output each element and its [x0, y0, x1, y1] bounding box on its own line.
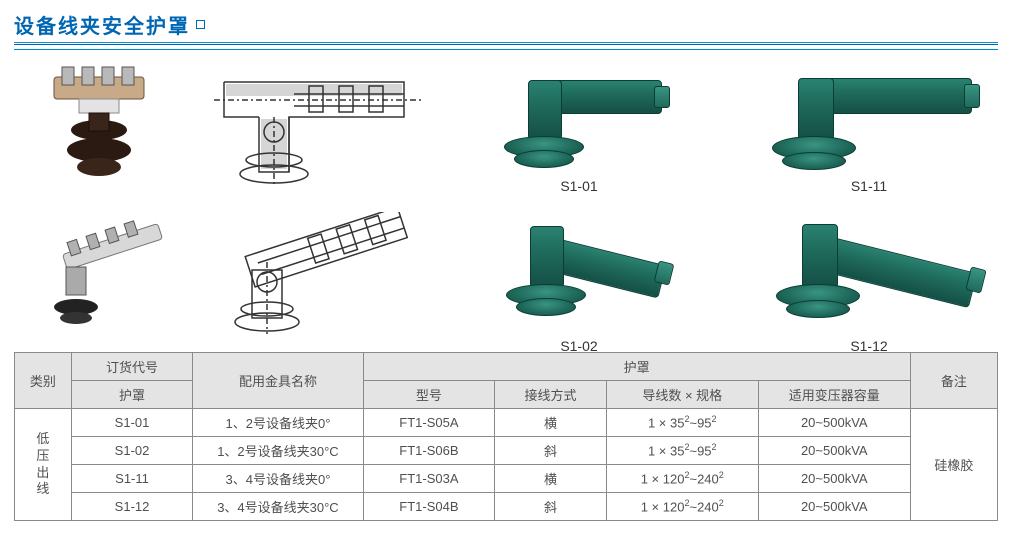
td-wiring: 斜 [495, 493, 606, 521]
figures-area: S1-01 S1-11 S1-02 [14, 62, 998, 352]
section-title-row: 设备线夹安全护罩 [14, 10, 998, 39]
table-row: S1-12 3、4号设备线夹30°C FT1-S04B 斜 1 × 1202~2… [15, 493, 998, 521]
cover-s1-12: S1-12 [754, 212, 984, 354]
th-conductor: 导线数 × 规格 [606, 381, 758, 409]
td-model: FT1-S04B [363, 493, 495, 521]
td-transformer: 20~500kVA [758, 493, 910, 521]
td-conductor: 1 × 1202~2402 [606, 493, 758, 521]
td-model: FT1-S03A [363, 465, 495, 493]
td-cover: S1-01 [71, 409, 193, 437]
td-fitting: 3、4号设备线夹0° [193, 465, 363, 493]
td-cover: S1-11 [71, 465, 193, 493]
cover-label-s1-01: S1-01 [560, 178, 597, 194]
th-cover-sub: 护罩 [71, 381, 193, 409]
td-cover: S1-12 [71, 493, 193, 521]
table-row: S1-11 3、4号设备线夹0° FT1-S03A 横 1 × 1202~240… [15, 465, 998, 493]
td-model: FT1-S05A [363, 409, 495, 437]
td-fitting: 3、4号设备线夹30°C [193, 493, 363, 521]
td-transformer: 20~500kVA [758, 409, 910, 437]
cover-s1-02: S1-02 [484, 212, 674, 354]
cover-label-s1-11: S1-11 [851, 178, 887, 194]
table-row: S1-02 1、2号设备线夹30°C FT1-S06B 斜 1 × 352~95… [15, 437, 998, 465]
title-square-icon [196, 20, 205, 29]
clamp-photo-2 [34, 212, 184, 332]
spec-table: 类别 订货代号 配用金具名称 护罩 备注 护罩 型号 接线方式 导线数 × 规格… [14, 352, 998, 521]
th-transformer: 适用变压器容量 [758, 381, 910, 409]
th-order-code: 订货代号 [71, 353, 193, 381]
cover-label-s1-02: S1-02 [560, 338, 597, 354]
section-title: 设备线夹安全护罩 [14, 10, 190, 39]
clamp-photo-1 [34, 62, 174, 182]
td-conductor: 1 × 352~952 [606, 409, 758, 437]
th-category: 类别 [15, 353, 72, 409]
td-wiring: 横 [495, 465, 606, 493]
td-remark: 硅橡胶 [910, 409, 997, 521]
title-rule-thin [14, 49, 998, 50]
cross-section-diagram-1 [214, 62, 424, 192]
td-conductor: 1 × 1202~2402 [606, 465, 758, 493]
td-wiring: 斜 [495, 437, 606, 465]
td-fitting: 1、2号设备线夹0° [193, 409, 363, 437]
td-model: FT1-S06B [363, 437, 495, 465]
th-fitting-name: 配用金具名称 [193, 353, 363, 409]
cross-section-diagram-2 [214, 212, 424, 342]
td-conductor: 1 × 352~952 [606, 437, 758, 465]
td-transformer: 20~500kVA [758, 465, 910, 493]
td-fitting: 1、2号设备线夹30°C [193, 437, 363, 465]
title-rule-thick [14, 42, 998, 45]
td-cover: S1-02 [71, 437, 193, 465]
td-transformer: 20~500kVA [758, 437, 910, 465]
cover-label-s1-12: S1-12 [850, 338, 887, 354]
td-wiring: 横 [495, 409, 606, 437]
cover-s1-01: S1-01 [484, 62, 674, 194]
td-category: 低压出线 [15, 409, 72, 521]
cover-s1-11: S1-11 [754, 62, 984, 194]
table-row: 低压出线 S1-01 1、2号设备线夹0° FT1-S05A 横 1 × 352… [15, 409, 998, 437]
th-cover-group: 护罩 [363, 353, 910, 381]
th-remark: 备注 [910, 353, 997, 409]
th-model: 型号 [363, 381, 495, 409]
th-wiring: 接线方式 [495, 381, 606, 409]
